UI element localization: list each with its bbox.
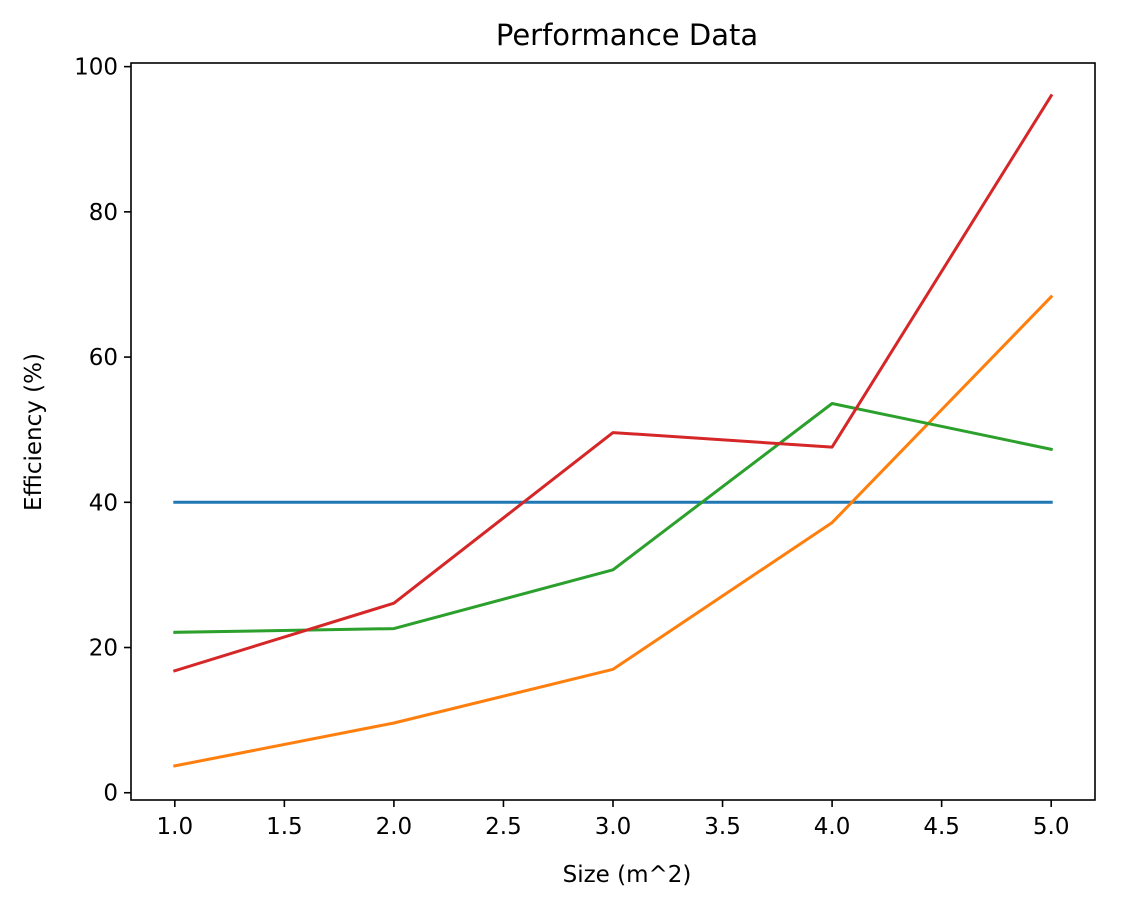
x-tick-label: 1.0 bbox=[157, 814, 194, 840]
y-tick-label: 40 bbox=[89, 490, 118, 516]
chart-title: Performance Data bbox=[496, 18, 758, 52]
x-tick-label: 4.0 bbox=[814, 814, 851, 840]
y-tick-label: 60 bbox=[89, 345, 118, 371]
y-tick-label: 100 bbox=[74, 55, 118, 81]
y-axis-label: Efficiency (%) bbox=[21, 353, 47, 511]
y-axis-ticks: 0 20 40 60 80 100 bbox=[74, 55, 131, 807]
y-tick-label: 80 bbox=[89, 200, 118, 226]
series-layer bbox=[172, 93, 1054, 768]
y-tick-label: 0 bbox=[103, 781, 118, 807]
x-axis-ticks: 1.0 1.5 2.0 2.5 3.0 3.5 4.0 4.5 5.0 bbox=[157, 800, 1070, 840]
x-axis-label: Size (m^2) bbox=[563, 862, 692, 888]
y-tick-label: 20 bbox=[89, 636, 118, 662]
series-line-2 bbox=[173, 294, 1054, 768]
series-line-3 bbox=[173, 402, 1053, 634]
x-tick-label: 3.5 bbox=[704, 814, 741, 840]
series-line-4 bbox=[172, 93, 1054, 673]
x-tick-label: 4.5 bbox=[923, 814, 960, 840]
x-tick-label: 2.5 bbox=[485, 814, 522, 840]
x-tick-label: 2.0 bbox=[376, 814, 413, 840]
x-tick-label: 3.0 bbox=[595, 814, 632, 840]
x-tick-label: 1.5 bbox=[266, 814, 303, 840]
x-tick-label: 5.0 bbox=[1033, 814, 1070, 840]
